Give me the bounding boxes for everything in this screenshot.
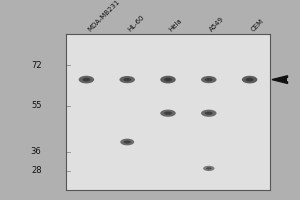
Ellipse shape — [205, 112, 213, 115]
Ellipse shape — [201, 76, 217, 83]
Ellipse shape — [164, 112, 172, 115]
Ellipse shape — [79, 76, 94, 83]
Text: CEM: CEM — [250, 18, 265, 33]
Ellipse shape — [203, 166, 214, 171]
Ellipse shape — [205, 78, 213, 81]
Ellipse shape — [242, 76, 257, 83]
Text: 55: 55 — [31, 101, 41, 110]
Ellipse shape — [164, 78, 172, 81]
Text: MDA-MB231: MDA-MB231 — [86, 0, 121, 33]
Ellipse shape — [120, 139, 134, 145]
Text: HL-60: HL-60 — [127, 14, 146, 33]
Ellipse shape — [160, 110, 176, 117]
Text: 28: 28 — [31, 166, 41, 175]
Text: 72: 72 — [31, 61, 41, 70]
Ellipse shape — [201, 110, 217, 117]
Text: 36: 36 — [31, 147, 41, 156]
Ellipse shape — [82, 78, 90, 81]
Ellipse shape — [124, 140, 131, 144]
Ellipse shape — [246, 78, 254, 81]
Ellipse shape — [160, 76, 176, 83]
Ellipse shape — [206, 167, 212, 170]
FancyArrow shape — [272, 76, 287, 83]
Text: A549: A549 — [209, 16, 226, 33]
Text: Hela: Hela — [168, 17, 183, 33]
Ellipse shape — [119, 76, 135, 83]
Ellipse shape — [123, 78, 131, 81]
